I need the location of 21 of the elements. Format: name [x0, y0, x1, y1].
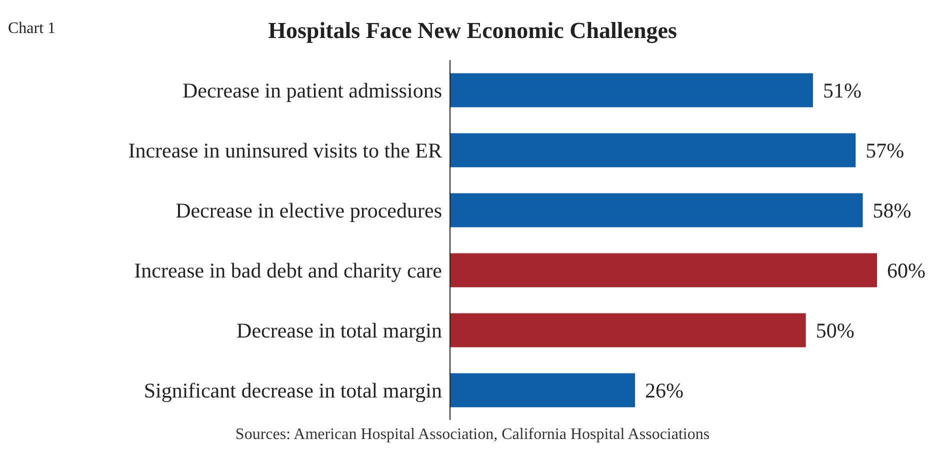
y-tick-label: Decrease in total margin — [236, 318, 442, 342]
bar — [450, 313, 806, 348]
y-tick-label: Increase in uninsured visits to the ER — [128, 138, 442, 162]
y-tick-label: Significant decrease in total margin — [144, 378, 442, 402]
caption: Chart 1 — [8, 20, 56, 38]
bar — [450, 73, 813, 108]
data-label: 26% — [645, 378, 684, 403]
bar — [450, 373, 636, 408]
data-label: 58% — [872, 198, 912, 223]
bar — [450, 133, 856, 168]
data-label: 50% — [816, 318, 854, 343]
source-note: Sources: American Hospital Association, California Hospital Associations — [234, 426, 711, 444]
y-tick-label: Decrease in elective procedures — [176, 198, 442, 222]
y-tick-label: Increase in bad debt and charity care — [134, 258, 442, 282]
y-tick-label: Decrease in patient admissions — [182, 78, 442, 102]
bar — [450, 193, 863, 228]
data-label: 60% — [887, 258, 926, 283]
data-label: 51% — [822, 78, 862, 103]
bar — [450, 253, 877, 288]
chart-title: Hospitals Face New Economic Challenges — [268, 18, 677, 43]
data-label: 57% — [866, 138, 904, 163]
